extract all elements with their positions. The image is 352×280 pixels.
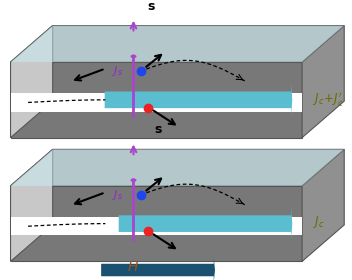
Polygon shape [11,217,302,235]
Text: $J_c$: $J_c$ [313,214,325,230]
Text: $J_c\!+\!J_c^{\prime}$: $J_c\!+\!J_c^{\prime}$ [313,90,343,108]
Text: s: s [147,0,155,13]
Polygon shape [11,62,302,138]
Polygon shape [11,25,344,62]
Polygon shape [302,25,344,138]
Text: $J_s$: $J_s$ [112,64,123,78]
Polygon shape [11,25,53,138]
Text: $H$: $H$ [127,260,139,274]
Polygon shape [11,186,302,262]
Polygon shape [11,25,344,62]
Text: s: s [155,123,162,136]
Polygon shape [11,149,53,262]
Polygon shape [302,149,344,262]
Polygon shape [11,93,302,111]
Polygon shape [11,149,344,186]
Text: $J_s$: $J_s$ [112,188,123,202]
Polygon shape [11,149,344,186]
